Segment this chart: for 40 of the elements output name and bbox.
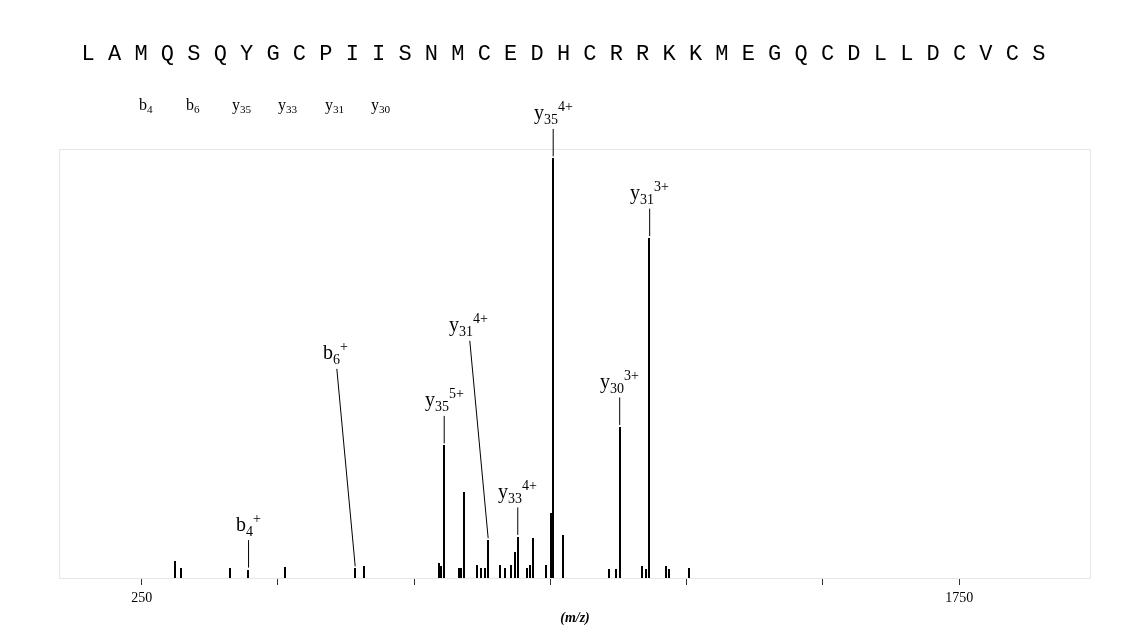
- bar: [499, 565, 501, 578]
- text: y$_{33}$: [278, 96, 298, 116]
- bar: [688, 568, 690, 578]
- text: b$_{4}$: [139, 96, 153, 116]
- bar: [665, 566, 667, 578]
- bar: [487, 540, 489, 578]
- bar: [354, 568, 356, 578]
- bar: [363, 566, 365, 578]
- text: y$_{35}$: [232, 96, 252, 116]
- bar: [545, 565, 547, 578]
- bar: [480, 568, 482, 578]
- bar: [648, 238, 650, 578]
- bar: [668, 569, 670, 578]
- bar: [247, 570, 249, 578]
- bar: [504, 568, 506, 578]
- text: b$_{6}$: [186, 96, 200, 116]
- bar: [463, 492, 465, 578]
- bar: [562, 535, 564, 578]
- bar: [438, 563, 440, 578]
- bar: [532, 538, 534, 578]
- bar: [641, 566, 643, 578]
- bar: [443, 445, 445, 578]
- bar: [284, 567, 286, 578]
- bar: [619, 427, 621, 578]
- bar: [476, 565, 478, 578]
- bar: [180, 568, 182, 578]
- x-tick-label: 1750: [945, 589, 974, 605]
- bar: [615, 569, 617, 578]
- bar: [174, 561, 176, 578]
- bar: [229, 568, 231, 578]
- x-axis-title: (m/z): [560, 610, 590, 627]
- bar: [526, 568, 528, 578]
- text: y$_{30}$: [371, 96, 391, 116]
- x-tick-label: 250: [131, 589, 153, 605]
- chart-title: L A M Q S Q Y G C P I I S N M C E D H C R R K K M E G Q C D L L D C V C S: [81, 41, 1046, 67]
- bar: [517, 537, 519, 578]
- text: y$_{31}$: [325, 96, 345, 116]
- bar: [510, 565, 512, 578]
- bar: [608, 569, 610, 578]
- bar: [552, 158, 554, 578]
